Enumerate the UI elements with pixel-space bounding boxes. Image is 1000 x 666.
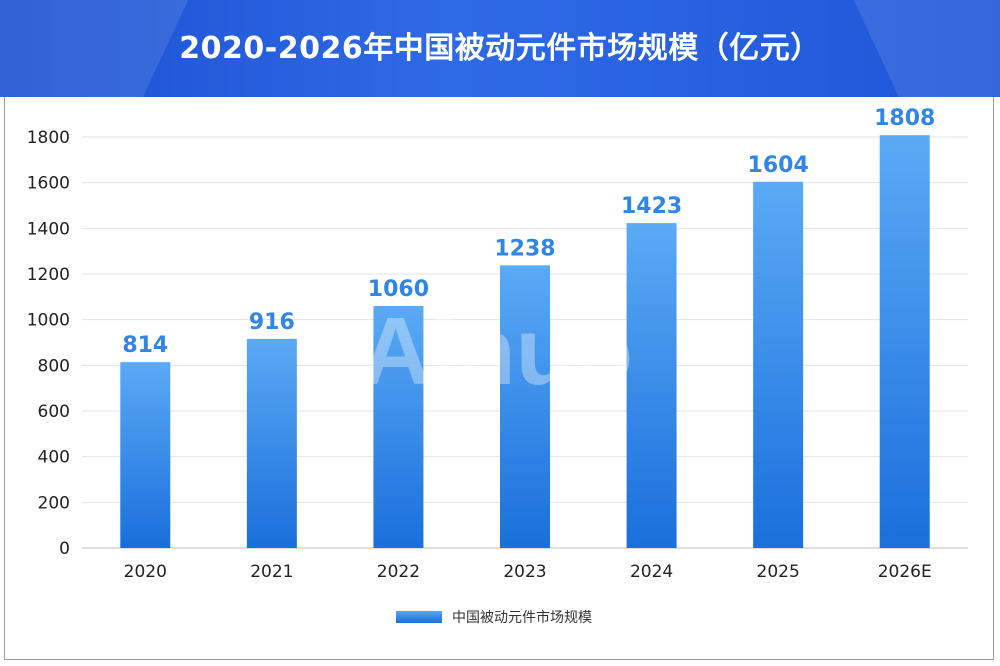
bar <box>626 223 677 548</box>
y-tick-label: 800 <box>38 356 70 376</box>
bar <box>879 135 930 548</box>
data-label: 1604 <box>748 153 809 178</box>
x-tick-label: 2022 <box>377 562 420 582</box>
bar <box>246 338 297 548</box>
y-tick-label: 1600 <box>27 174 70 194</box>
x-tick-label: 2024 <box>630 562 673 582</box>
data-label: 1423 <box>621 194 682 219</box>
y-tick-label: 600 <box>38 402 70 422</box>
legend-swatch <box>396 611 442 623</box>
bar <box>373 305 424 548</box>
watermark: Ainuo <box>361 298 633 405</box>
legend-label: 中国被动元件市场规模 <box>452 610 592 626</box>
bar <box>753 181 804 548</box>
data-label: 1808 <box>874 106 935 131</box>
y-tick-label: 0 <box>59 539 70 559</box>
chart-frame <box>4 4 994 660</box>
chart-title: 2020-2026年中国被动元件市场规模（亿元） <box>179 31 821 66</box>
x-tick-label: 2020 <box>124 562 167 582</box>
data-label: 814 <box>122 333 168 358</box>
y-tick-label: 1400 <box>27 219 70 239</box>
bar <box>120 362 171 548</box>
data-label: 916 <box>249 310 295 335</box>
x-tick-label: 2023 <box>503 562 546 582</box>
y-tick-label: 400 <box>38 448 70 468</box>
bar <box>500 265 550 548</box>
legend: 中国被动元件市场规模 <box>396 606 592 628</box>
y-tick-label: 1800 <box>27 128 70 148</box>
x-tick-label: 2021 <box>250 562 293 582</box>
y-tick-label: 1200 <box>27 265 70 285</box>
data-label: 1060 <box>368 277 429 302</box>
y-tick-label: 200 <box>38 493 70 513</box>
y-tick-label: 1000 <box>27 311 70 331</box>
x-tick-label: 2025 <box>757 562 800 582</box>
data-label: 1238 <box>494 236 555 261</box>
x-tick-label: 2026E <box>878 562 932 582</box>
title-banner: 2020-2026年中国被动元件市场规模（亿元） <box>0 0 1000 97</box>
